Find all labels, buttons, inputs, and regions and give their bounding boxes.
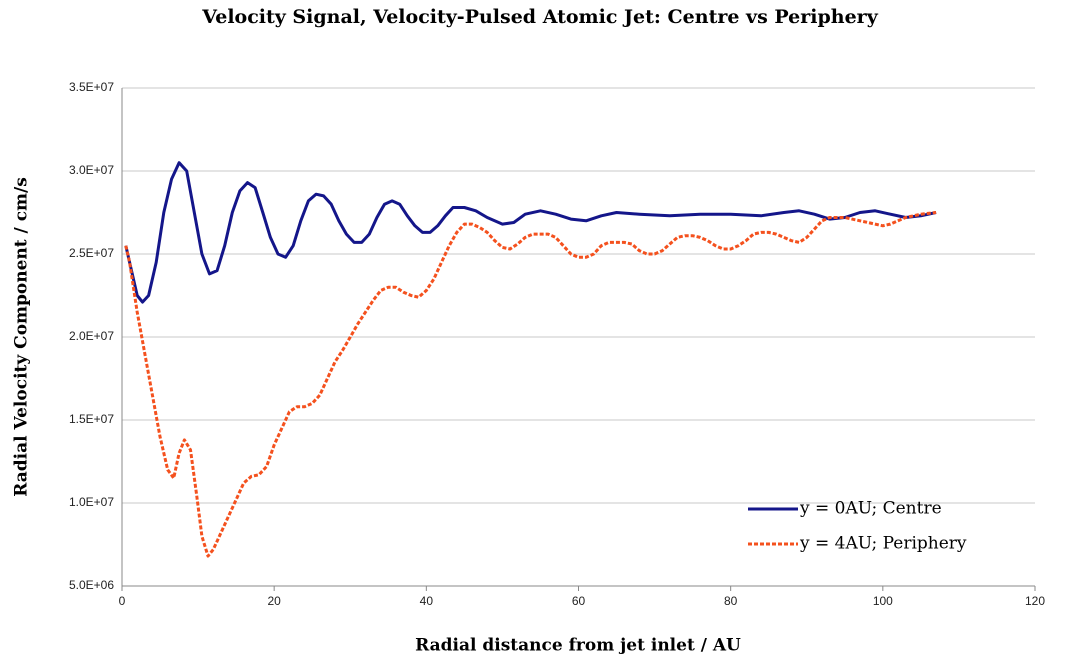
y-tick-label: 2.5E+07 xyxy=(69,246,114,260)
y-tick-label: 1.0E+07 xyxy=(69,495,114,509)
y-tick-label: 1.5E+07 xyxy=(69,412,114,426)
legend-label: y = 0AU; Centre xyxy=(799,499,942,519)
x-tick-label: 20 xyxy=(267,594,281,608)
x-axis-title: Radial distance from jet inlet / AU xyxy=(415,636,741,656)
series-line xyxy=(124,161,937,304)
x-tick-label: 40 xyxy=(420,594,434,608)
chart-title: Velocity Signal, Velocity-Pulsed Atomic … xyxy=(201,6,878,28)
x-tick-label: 80 xyxy=(724,594,738,608)
y-tick-label: 3.5E+07 xyxy=(69,80,114,94)
x-tick-label: 60 xyxy=(572,594,586,608)
y-tick-label: 3.0E+07 xyxy=(69,163,114,177)
x-tick-label: 100 xyxy=(873,594,893,608)
series-line xyxy=(124,211,937,558)
x-tick-label: 120 xyxy=(1025,594,1045,608)
y-tick-label: 2.0E+07 xyxy=(69,329,114,343)
y-axis-title: Radial Velocity Component / cm/s xyxy=(12,177,32,497)
y-tick-label: 5.0E+06 xyxy=(69,578,114,592)
x-tick-label: 0 xyxy=(119,594,126,608)
legend-label: y = 4AU; Periphery xyxy=(799,534,967,554)
